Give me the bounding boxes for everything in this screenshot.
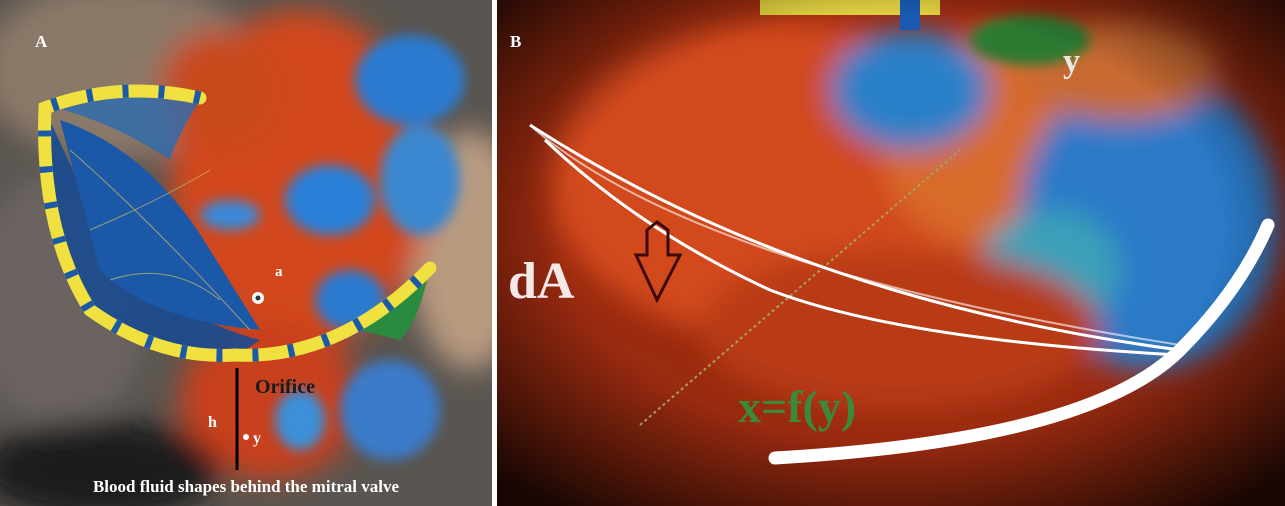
orifice-label: Orifice [255,376,315,398]
height-label: h [208,414,217,431]
panel-label: B [510,32,521,51]
panel-a: A a Orifice h y Blood fluid shapes behin… [0,0,530,506]
area-label: dA [508,253,575,310]
point-label: a [275,264,283,280]
panel-label: A [35,32,48,51]
panel-b: B y dA x=f(y) [497,0,1285,506]
page: A a Orifice h y Blood fluid shapes behin… [0,0,1285,506]
function-label: x=f(y) [738,381,856,432]
caption: Blood fluid shapes behind the mitral val… [93,477,400,496]
y-label: y [1063,43,1080,80]
figure: A a Orifice h y Blood fluid shapes behin… [0,0,1285,506]
y-label: y [253,430,261,447]
